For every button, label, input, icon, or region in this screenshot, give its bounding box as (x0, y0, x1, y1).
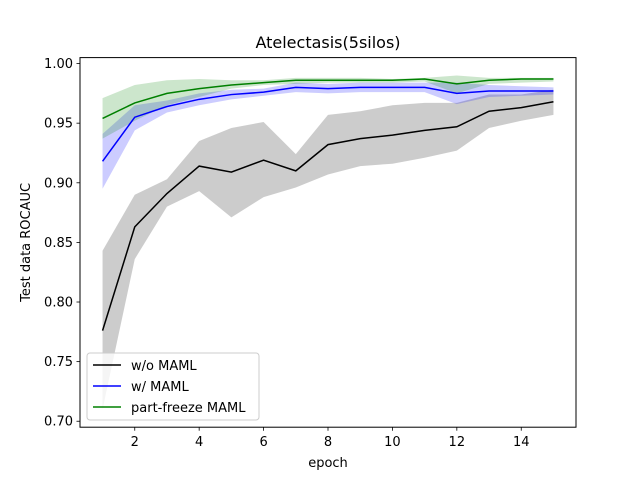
y-axis-ticks: 0.70 0.75 0.80 0.85 0.90 0.95 1.00 (44, 57, 80, 430)
legend-box (86, 352, 260, 421)
x-tick-label: 12 (449, 435, 466, 450)
series-line-w-o-maml (101, 100, 554, 331)
x-tick-label: 10 (384, 435, 401, 450)
band-w-maml (102, 82, 554, 189)
y-tick-label: 0.95 (44, 117, 73, 132)
y-tick-label: 0.90 (44, 176, 73, 191)
x-tick-label: 14 (513, 435, 530, 450)
series-line-w-maml (101, 86, 554, 162)
legend: w/o MAML w/ MAML part-freeze MAML (86, 352, 260, 421)
legend-label-part-freeze-maml: part-freeze MAML (131, 401, 246, 416)
y-tick-label: 0.75 (44, 355, 73, 370)
series-line-part-freeze-maml (102, 78, 554, 120)
band-part-freeze-maml (102, 75, 554, 139)
series-lines (101, 78, 554, 331)
x-tick-label: 2 (131, 435, 139, 450)
x-tick-label: 4 (195, 435, 203, 450)
x-axis-ticks: 2 4 6 8 10 12 14 (131, 427, 530, 450)
chart-title: Atelectasis(5silos) (255, 33, 400, 52)
y-axis-label: Test data ROCAUC (19, 183, 34, 303)
y-tick-label: 0.80 (44, 296, 73, 311)
x-tick-label: 6 (259, 435, 267, 450)
x-tick-label: 8 (324, 435, 332, 450)
legend-label-wo-maml: w/o MAML (131, 359, 197, 374)
x-axis-label: epoch (308, 456, 348, 471)
legend-label-w-maml: w/ MAML (131, 380, 189, 395)
y-tick-label: 0.85 (44, 236, 73, 251)
y-tick-label: 1.00 (44, 57, 73, 72)
y-tick-label: 0.70 (44, 415, 73, 430)
